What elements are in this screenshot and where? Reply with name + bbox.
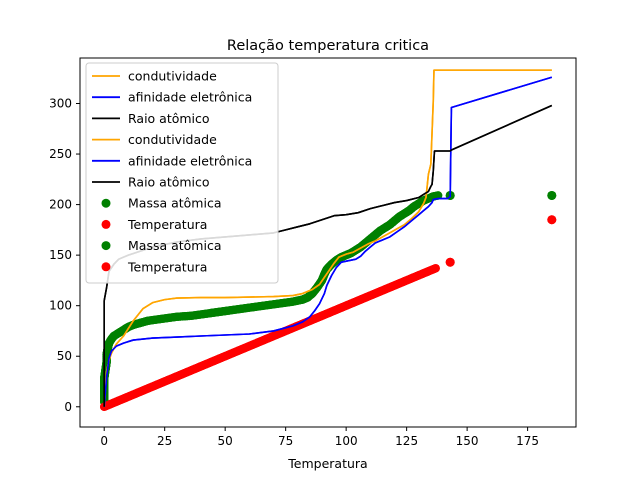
- legend-label: condutividade: [128, 132, 217, 147]
- x-tick-label: 25: [157, 434, 172, 448]
- line-series-4: [103, 76, 553, 407]
- y-tick-label: 250: [49, 147, 72, 161]
- legend-item: Raio atômico: [92, 111, 210, 126]
- legend-marker-swatch: [101, 241, 111, 251]
- data-point: [431, 264, 440, 273]
- legend-marker-swatch: [101, 198, 111, 208]
- legend-marker-swatch: [101, 262, 111, 272]
- legend-item: afinidade eletrônica: [92, 153, 252, 168]
- legend-item: Temperatura: [101, 217, 207, 232]
- legend: condutividade afinidade eletrônica Raio at…: [85, 62, 279, 284]
- line-series-3: [103, 69, 552, 407]
- legend-item: Massa atômica: [101, 196, 222, 211]
- y-tick-label: 150: [49, 248, 72, 262]
- legend-item: afinidade eletrônica: [92, 90, 252, 105]
- legend-label: afinidade eletrônica: [128, 153, 252, 168]
- data-point: [433, 191, 443, 200]
- legend-label: Temperatura: [127, 217, 207, 232]
- x-tick-label: 175: [516, 434, 539, 448]
- legend-item: Raio atômico: [92, 175, 210, 190]
- x-tick-label: 100: [335, 434, 358, 448]
- x-tick-label: 125: [395, 434, 418, 448]
- x-tick-label: 150: [456, 434, 479, 448]
- data-point: [547, 215, 557, 225]
- x-tick-label: 0: [100, 434, 108, 448]
- y-tick-label: 100: [49, 299, 72, 313]
- y-tick-label: 300: [49, 96, 72, 110]
- data-point: [445, 257, 455, 267]
- legend-label: Raio atômico: [128, 175, 210, 190]
- x-axis-label: Temperatura: [287, 456, 367, 471]
- legend-label: Massa atômica: [128, 238, 222, 253]
- plot-area: 0 25 50 75 100 125 150 175 0 50 100 150 200 250 300: [49, 57, 577, 448]
- legend-box: [85, 62, 279, 284]
- y-tick-label: 0: [64, 400, 72, 414]
- series-layer: [100, 69, 557, 411]
- legend-label: Raio atômico: [128, 111, 210, 126]
- data-point: [547, 190, 557, 200]
- x-tick-label: 75: [278, 434, 293, 448]
- y-tick-label: 200: [49, 198, 72, 212]
- x-tick-label: 50: [218, 434, 233, 448]
- legend-label: Temperatura: [127, 259, 207, 274]
- legend-item: Massa atômica: [101, 238, 222, 253]
- scatter-series-8: [100, 190, 557, 406]
- legend-marker-swatch: [101, 219, 111, 229]
- legend-label: condutividade: [128, 69, 217, 84]
- chart-title: Relação temperatura critica: [227, 38, 429, 54]
- legend-item: Temperatura: [101, 259, 207, 274]
- y-tick-label: 50: [57, 349, 72, 363]
- legend-label: afinidade eletrônica: [128, 90, 252, 105]
- legend-item: condutividade: [92, 69, 217, 84]
- legend-label: Massa atômica: [128, 196, 222, 211]
- legend-item: condutividade: [92, 132, 217, 147]
- axes-frame: [79, 57, 577, 428]
